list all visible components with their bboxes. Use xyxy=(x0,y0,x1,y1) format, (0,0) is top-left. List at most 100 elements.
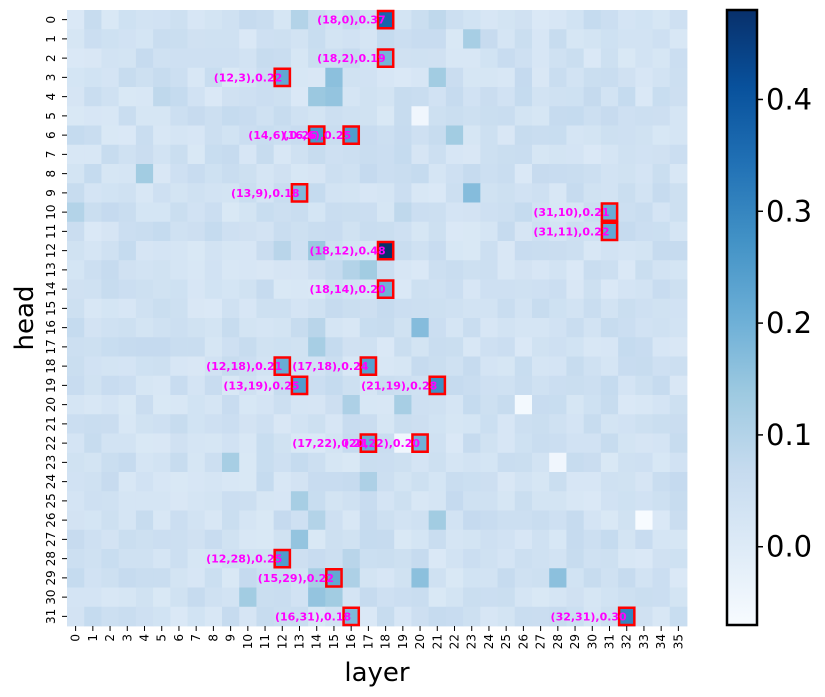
heatmap-cell xyxy=(359,29,378,49)
heatmap-cell xyxy=(273,356,292,377)
heatmap-cell xyxy=(514,279,533,300)
heatmap-cell xyxy=(256,472,275,492)
heatmap-cell xyxy=(583,549,602,569)
heatmap-cell xyxy=(394,318,412,338)
heatmap-cell xyxy=(84,183,102,203)
heatmap-cell xyxy=(204,202,223,223)
heatmap-cell xyxy=(514,375,533,396)
heatmap-cell xyxy=(583,183,602,203)
heatmap-cell xyxy=(290,606,309,627)
highlight-box xyxy=(273,356,292,376)
heatmap-cell xyxy=(445,452,464,473)
heatmap-cell xyxy=(342,472,361,492)
heatmap-cell xyxy=(635,67,653,88)
y-tick-label: 6 xyxy=(44,131,58,139)
highlight-box xyxy=(359,356,378,376)
heatmap-cell xyxy=(204,106,223,126)
heatmap-cell xyxy=(256,67,275,88)
y-tick-label: 11 xyxy=(44,224,58,239)
heatmap-cell xyxy=(342,568,361,588)
heatmap-cell xyxy=(377,221,395,242)
heatmap-cell xyxy=(325,587,343,608)
heatmap-cell xyxy=(635,144,653,165)
heatmap-cell xyxy=(290,568,309,588)
heatmap-cell xyxy=(135,10,154,30)
heatmap-cell xyxy=(652,549,671,569)
heatmap-cell xyxy=(583,337,602,357)
heatmap-cell xyxy=(669,106,688,126)
heatmap-cell xyxy=(428,164,447,184)
heatmap-cell xyxy=(463,260,481,280)
heatmap-cell xyxy=(256,433,275,454)
heatmap-cell xyxy=(428,491,447,511)
heatmap-cell xyxy=(204,279,223,300)
heatmap-cell xyxy=(377,549,395,569)
heatmap-cell xyxy=(67,279,85,300)
heatmap-cell xyxy=(308,606,326,627)
heatmap-cell xyxy=(635,452,653,473)
heatmap-cell xyxy=(566,356,585,377)
heatmap-cell xyxy=(325,337,343,357)
heatmap-cell xyxy=(635,395,653,415)
heatmap-cell xyxy=(428,395,447,415)
heatmap-cell xyxy=(204,48,223,69)
heatmap-cell xyxy=(549,491,567,511)
heatmap-cell xyxy=(359,510,378,531)
heatmap-cell xyxy=(308,375,326,396)
highlight-box xyxy=(342,606,361,627)
heatmap-cell xyxy=(118,452,137,473)
heatmap-cell xyxy=(618,164,636,184)
heatmap-cell xyxy=(532,87,550,107)
heatmap-cell xyxy=(583,10,602,30)
heatmap-cell xyxy=(170,414,188,434)
heatmap-cell xyxy=(532,318,550,338)
cell-annotation: (12,3),0.22 xyxy=(214,71,283,84)
heatmap-cell xyxy=(480,433,498,454)
heatmap-cell xyxy=(549,606,567,627)
heatmap-cell xyxy=(600,510,619,531)
heatmap-cell xyxy=(635,29,653,49)
heatmap-cell xyxy=(308,472,326,492)
heatmap-cell xyxy=(101,10,120,30)
heatmap-cell xyxy=(118,241,137,261)
heatmap-cell xyxy=(566,202,585,223)
heatmap-cell xyxy=(222,395,240,415)
heatmap-cell xyxy=(377,67,395,88)
heatmap-cell xyxy=(239,356,257,377)
heatmap-cell xyxy=(549,125,567,146)
heatmap-cell xyxy=(549,260,567,280)
heatmap-cell xyxy=(652,606,671,627)
heatmap-cell xyxy=(170,337,188,357)
heatmap-cell xyxy=(187,472,206,492)
heatmap-cell xyxy=(445,48,464,69)
heatmap-cell xyxy=(273,144,292,165)
heatmap-cell xyxy=(308,587,326,608)
heatmap-cell xyxy=(635,241,653,261)
heatmap-cell xyxy=(325,48,343,69)
heatmap-cell xyxy=(411,375,430,396)
y-tick-label: 31 xyxy=(44,609,58,624)
heatmap-cell xyxy=(669,606,688,627)
heatmap-cell xyxy=(67,395,85,415)
heatmap-cell xyxy=(290,144,309,165)
heatmap-cell xyxy=(652,356,671,377)
heatmap-cell xyxy=(583,568,602,588)
heatmap-cell xyxy=(394,337,412,357)
heatmap-cell xyxy=(135,67,154,88)
heatmap-cell xyxy=(101,279,120,300)
heatmap-cell xyxy=(377,298,395,319)
heatmap-cell xyxy=(342,433,361,454)
heatmap-cell xyxy=(239,67,257,88)
heatmap-cell xyxy=(445,337,464,357)
heatmap-cell xyxy=(153,279,171,300)
heatmap-cell xyxy=(118,298,137,319)
heatmap-cell xyxy=(118,106,137,126)
heatmap-cell xyxy=(239,433,257,454)
heatmap-cell xyxy=(256,414,275,434)
heatmap-cell xyxy=(445,606,464,627)
heatmap-cell xyxy=(290,67,309,88)
heatmap-cell xyxy=(600,491,619,511)
heatmap-cell xyxy=(239,491,257,511)
heatmap-cell xyxy=(118,10,137,30)
heatmap-cell xyxy=(170,356,188,377)
